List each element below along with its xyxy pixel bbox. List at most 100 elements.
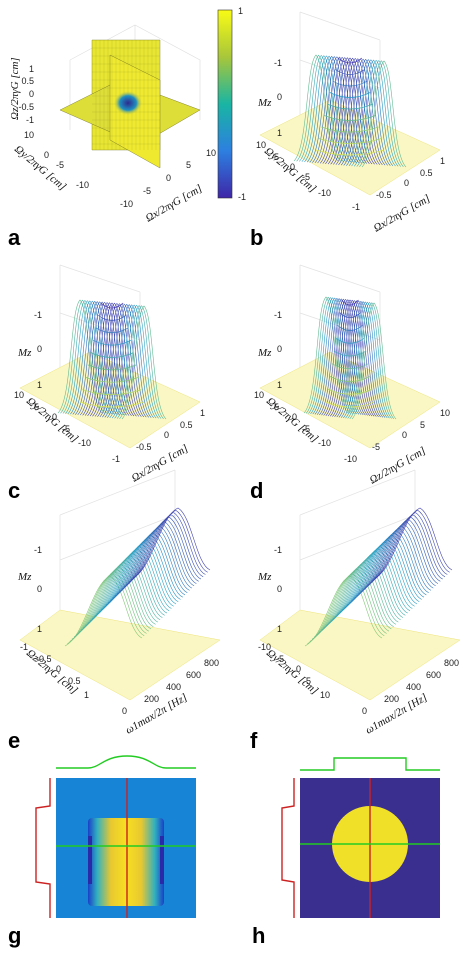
svg-text:0: 0 xyxy=(277,584,282,594)
svg-text:400: 400 xyxy=(406,682,421,692)
svg-text:0: 0 xyxy=(37,344,42,354)
svg-text:0.5: 0.5 xyxy=(21,76,34,86)
panel-e-zticks: -1 0 1 xyxy=(34,545,42,634)
svg-text:800: 800 xyxy=(444,658,459,668)
svg-text:10: 10 xyxy=(206,148,216,158)
panel-e: -1 0 1 Mz -1 -0.5 0 0.5 1 0 200 400 600 … xyxy=(8,470,220,753)
svg-text:-1: -1 xyxy=(112,454,120,464)
svg-text:0: 0 xyxy=(122,706,127,716)
svg-text:-10: -10 xyxy=(344,454,357,464)
svg-text:-1: -1 xyxy=(20,642,28,652)
svg-text:1: 1 xyxy=(277,624,282,634)
panel-f-zticks: -1 0 1 xyxy=(274,545,282,634)
svg-text:-10: -10 xyxy=(76,180,89,190)
svg-text:10: 10 xyxy=(24,130,34,140)
svg-text:1: 1 xyxy=(37,624,42,634)
svg-text:-5: -5 xyxy=(56,160,64,170)
panel-h-horizontal-profile xyxy=(300,758,440,770)
panel-g-right-edge xyxy=(160,836,164,884)
panel-a-xlabel: Ωx/2πγG [cm] xyxy=(144,183,205,225)
svg-text:0: 0 xyxy=(166,173,171,183)
svg-text:10: 10 xyxy=(256,140,266,150)
panel-d-zlabel: Mz xyxy=(257,347,272,359)
panel-g-horizontal-profile xyxy=(56,756,196,768)
svg-text:-1: -1 xyxy=(274,545,282,555)
svg-text:200: 200 xyxy=(384,694,399,704)
svg-text:-1: -1 xyxy=(34,310,42,320)
panel-f-zlabel: Mz xyxy=(257,571,272,583)
panel-a: 1 0.5 0 -0.5 -1 10 0 -5 -10 -10 -5 0 5 1… xyxy=(8,6,246,250)
panel-letter-g: g xyxy=(8,923,21,948)
svg-text:1: 1 xyxy=(200,408,205,418)
panel-g: g xyxy=(8,756,196,948)
panel-g-profile-region xyxy=(88,818,164,906)
svg-text:400: 400 xyxy=(166,682,181,692)
svg-text:-5: -5 xyxy=(372,442,380,452)
colorbar-min: -1 xyxy=(238,192,246,202)
svg-text:1: 1 xyxy=(29,64,34,74)
panel-g-vertical-profile xyxy=(36,778,50,918)
panel-letter-a: a xyxy=(8,225,21,250)
svg-text:0.5: 0.5 xyxy=(420,168,433,178)
panel-b-zlabel: Mz xyxy=(257,97,272,109)
panel-letter-c: c xyxy=(8,478,20,503)
svg-text:800: 800 xyxy=(204,658,219,668)
svg-text:0: 0 xyxy=(277,344,282,354)
svg-text:1: 1 xyxy=(277,380,282,390)
svg-text:0: 0 xyxy=(277,92,282,102)
svg-text:0: 0 xyxy=(164,430,169,440)
svg-text:5: 5 xyxy=(420,420,425,430)
svg-text:10: 10 xyxy=(440,408,450,418)
svg-text:1: 1 xyxy=(37,380,42,390)
inversion-region xyxy=(114,91,142,115)
svg-text:0: 0 xyxy=(29,89,34,99)
svg-text:0.5: 0.5 xyxy=(180,420,193,430)
panel-d: -1 0 1 Mz 10 5 0 -5 -10 -10 -5 0 5 10 Ωy… xyxy=(250,265,450,503)
panel-letter-h: h xyxy=(252,923,265,948)
panel-letter-e: e xyxy=(8,728,20,753)
svg-text:-0.5: -0.5 xyxy=(376,190,392,200)
svg-text:0: 0 xyxy=(404,178,409,188)
panel-letter-d: d xyxy=(250,478,263,503)
panel-h-vertical-profile xyxy=(282,778,294,918)
svg-text:-1: -1 xyxy=(352,202,360,212)
svg-text:1: 1 xyxy=(84,690,89,700)
svg-text:-0.5: -0.5 xyxy=(136,442,152,452)
svg-text:0: 0 xyxy=(402,430,407,440)
svg-text:0: 0 xyxy=(44,150,49,160)
panel-b: -1 0 1 Mz 10 5 0 -5 -10 -1 -0.5 0 0.5 1 … xyxy=(250,12,445,250)
colorbar xyxy=(218,10,232,198)
panel-f-box xyxy=(300,470,415,635)
svg-text:-10: -10 xyxy=(120,199,133,209)
svg-text:600: 600 xyxy=(186,670,201,680)
panel-letter-b: b xyxy=(250,225,263,250)
svg-text:-1: -1 xyxy=(274,310,282,320)
svg-text:-1: -1 xyxy=(34,545,42,555)
svg-text:1: 1 xyxy=(440,156,445,166)
panel-g-left-edge xyxy=(88,836,92,884)
svg-text:600: 600 xyxy=(426,670,441,680)
panel-e-zlabel: Mz xyxy=(17,571,32,583)
svg-text:-10: -10 xyxy=(78,438,91,448)
svg-text:10: 10 xyxy=(320,690,330,700)
panel-e-box xyxy=(60,470,175,635)
svg-text:0: 0 xyxy=(362,706,367,716)
panel-c: -1 0 1 Mz 10 5 0 -5 -10 -1 -0.5 0 0.5 1 … xyxy=(8,265,205,503)
panel-a-zlabel: Ωz/2πγG [cm] xyxy=(9,57,21,120)
svg-text:10: 10 xyxy=(14,390,24,400)
panel-f-floor xyxy=(260,610,460,700)
svg-text:10: 10 xyxy=(254,390,264,400)
panel-letter-f: f xyxy=(250,728,258,753)
svg-text:5: 5 xyxy=(186,160,191,170)
svg-text:-10: -10 xyxy=(318,438,331,448)
svg-text:-5: -5 xyxy=(143,186,151,196)
panel-c-zlabel: Mz xyxy=(17,347,32,359)
svg-text:1: 1 xyxy=(277,128,282,138)
svg-text:-10: -10 xyxy=(318,188,331,198)
panel-h: h xyxy=(252,758,440,948)
svg-text:200: 200 xyxy=(144,694,159,704)
svg-text:0: 0 xyxy=(37,584,42,594)
svg-text:-1: -1 xyxy=(26,115,34,125)
svg-text:-1: -1 xyxy=(274,58,282,68)
